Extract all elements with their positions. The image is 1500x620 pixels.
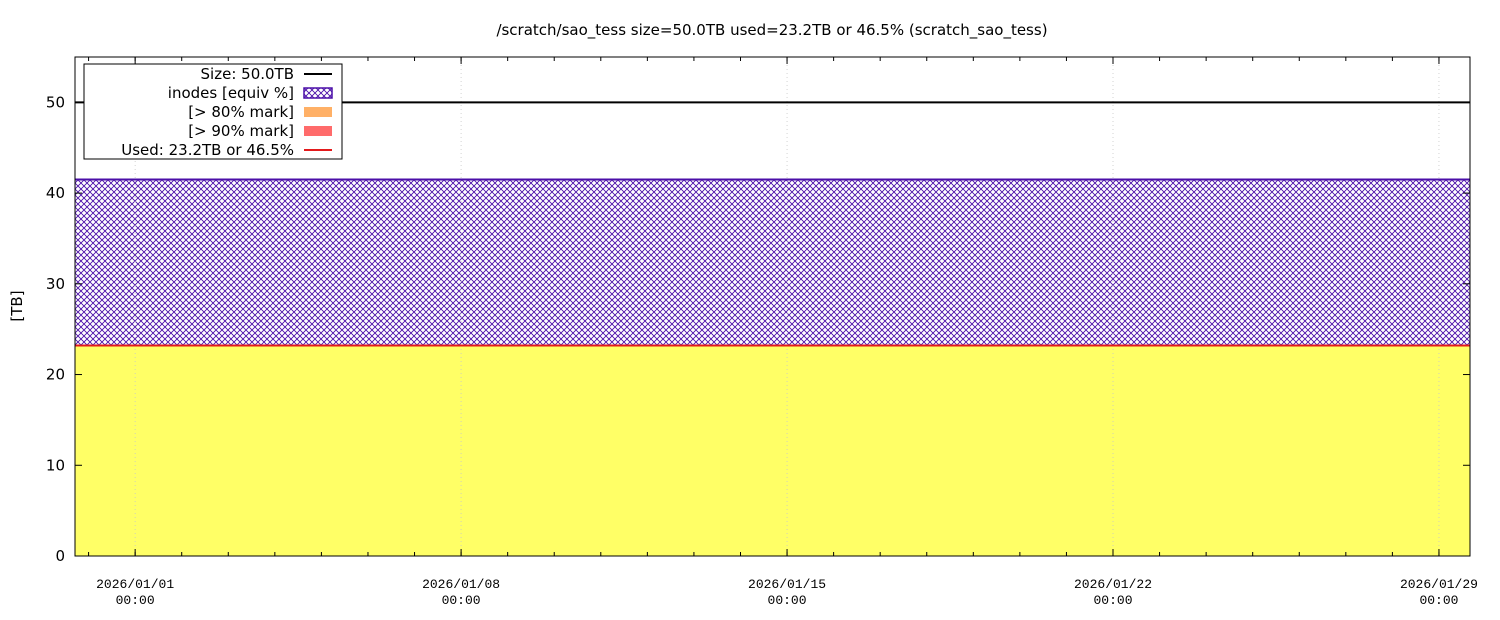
y-tick-label: 10 <box>46 456 65 474</box>
x-tick-label-date: 2026/01/08 <box>422 577 500 592</box>
y-tick-label: 40 <box>46 184 65 202</box>
y-tick-label: 20 <box>46 366 65 384</box>
y-tick-label: 0 <box>55 547 65 565</box>
y-tick-label: 50 <box>46 93 65 111</box>
legend-label: inodes [equiv %] <box>168 84 294 102</box>
x-tick-label-date: 2026/01/22 <box>1074 577 1152 592</box>
legend-label: Size: 50.0TB <box>201 65 294 83</box>
chart-title: /scratch/sao_tess size=50.0TB used=23.2T… <box>496 21 1047 40</box>
x-tick-label-time: 00:00 <box>442 593 481 608</box>
used-area <box>75 345 1470 556</box>
legend-swatch-hatch <box>303 87 333 99</box>
inodes-area <box>75 179 1470 346</box>
legend-label: Used: 23.2TB or 46.5% <box>121 141 294 159</box>
x-tick-label-date: 2026/01/29 <box>1400 577 1478 592</box>
x-tick-label-time: 00:00 <box>1093 593 1132 608</box>
x-tick-label-time: 00:00 <box>116 593 155 608</box>
legend-label: [> 80% mark] <box>188 103 294 121</box>
legend-swatch-fill <box>304 126 332 136</box>
x-tick-label-time: 00:00 <box>768 593 807 608</box>
x-tick-label-date: 2026/01/01 <box>96 577 174 592</box>
plot-area: 010203040502026/01/0100:002026/01/0800:0… <box>46 56 1478 608</box>
legend-box <box>83 63 343 160</box>
plot-frame <box>74 56 1471 557</box>
y-tick-label: 30 <box>46 275 65 293</box>
x-tick-label-date: 2026/01/15 <box>748 577 826 592</box>
x-tick-label-time: 00:00 <box>1419 593 1458 608</box>
legend-swatch-fill <box>304 107 332 117</box>
legend-label: [> 90% mark] <box>188 122 294 140</box>
y-axis-label: [TB] <box>8 290 26 321</box>
